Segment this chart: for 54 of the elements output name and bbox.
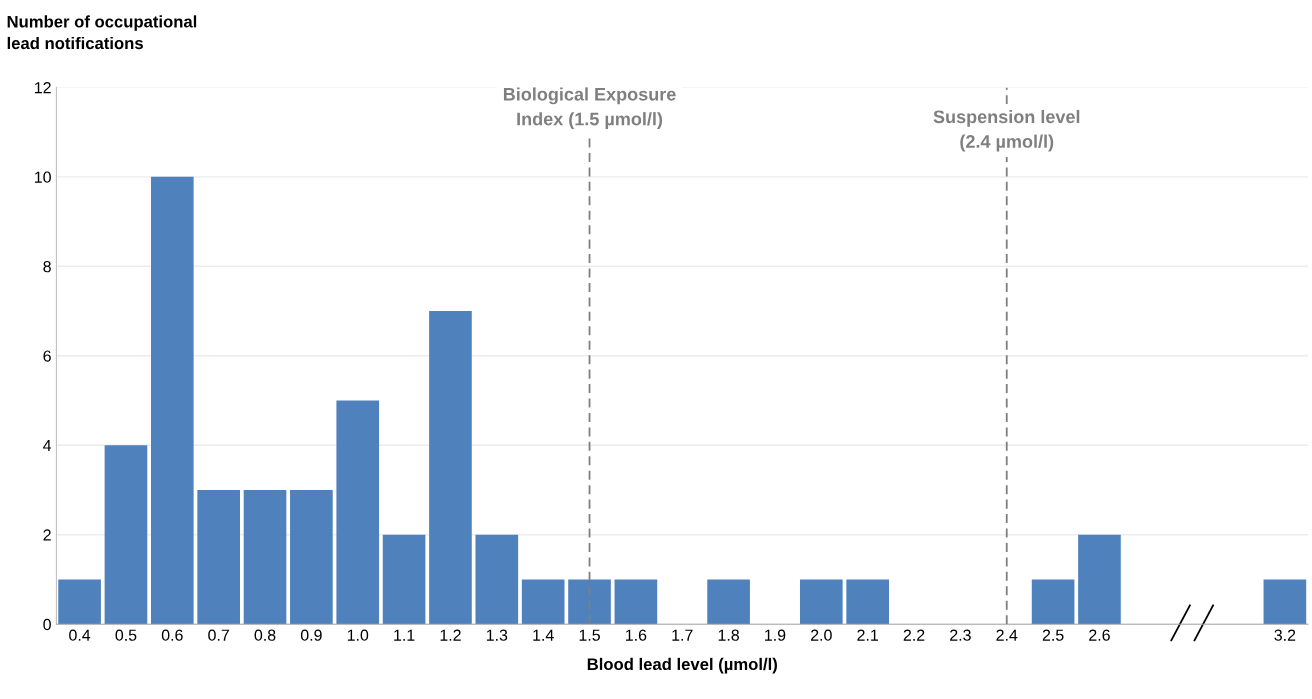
bar bbox=[568, 579, 611, 625]
bar bbox=[799, 579, 843, 625]
bar bbox=[382, 534, 426, 625]
x-tick-label: 0.9 bbox=[300, 629, 322, 641]
x-tick-label: 1.4 bbox=[533, 629, 554, 641]
bar bbox=[846, 579, 889, 625]
x-tick-label: 3.2 bbox=[1274, 629, 1296, 641]
bar bbox=[104, 445, 148, 625]
y-tick-label: 10 bbox=[35, 171, 51, 183]
x-tick-label: 2.6 bbox=[1089, 629, 1110, 641]
x-tick-label: 0.7 bbox=[208, 629, 229, 641]
bar bbox=[707, 579, 750, 625]
bar bbox=[614, 579, 658, 625]
x-tick-label: 2.4 bbox=[996, 629, 1018, 641]
x-tick-label: 1.2 bbox=[440, 629, 461, 641]
y-axis-title: Number of occupational lead notifications bbox=[7, 15, 197, 50]
x-tick-label: 1.3 bbox=[486, 629, 508, 641]
ref-line-label: Biological Exposure Index (1.5 µmol/l) bbox=[503, 87, 676, 129]
ref-line-label: Suspension level (2.4 µmol/l) bbox=[933, 109, 1080, 152]
bar bbox=[197, 490, 240, 625]
bar bbox=[429, 311, 472, 625]
x-tick-label: 1.9 bbox=[765, 629, 786, 641]
y-tick-label: 0 bbox=[43, 618, 51, 631]
bar bbox=[1031, 579, 1075, 625]
x-axis-title: Blood lead level (µmol/l) bbox=[587, 657, 777, 674]
bar bbox=[475, 534, 519, 625]
x-tick-label: 2.1 bbox=[857, 629, 878, 641]
x-tick-label: 1.8 bbox=[718, 629, 740, 641]
bar bbox=[58, 579, 101, 625]
bar bbox=[150, 176, 194, 625]
bar bbox=[290, 490, 333, 625]
x-tick-label: 0.8 bbox=[254, 629, 276, 641]
x-tick-label: 0.5 bbox=[115, 629, 137, 641]
y-tick-label: 6 bbox=[43, 350, 51, 362]
x-tick-label: 1.7 bbox=[672, 629, 693, 641]
x-tick-label: 1.0 bbox=[347, 629, 369, 641]
x-tick-label: 2.2 bbox=[903, 629, 925, 641]
x-tick-label: 1.5 bbox=[579, 629, 600, 641]
x-tick-label: 2.0 bbox=[811, 629, 832, 641]
bar bbox=[521, 579, 565, 625]
x-tick-label: 0.4 bbox=[69, 629, 91, 641]
x-tick-label: 2.5 bbox=[1042, 629, 1064, 641]
x-tick-label: 0.6 bbox=[161, 629, 183, 641]
x-tick-label: 1.6 bbox=[626, 629, 647, 641]
y-tick-label: 4 bbox=[43, 440, 52, 452]
bar bbox=[243, 490, 287, 625]
bar bbox=[336, 400, 380, 625]
y-tick-label: 12 bbox=[35, 82, 51, 94]
x-tick-label: 2.3 bbox=[950, 629, 971, 641]
bar bbox=[1078, 534, 1121, 625]
y-tick-label: 8 bbox=[43, 260, 51, 273]
y-tick-label: 2 bbox=[43, 529, 51, 541]
bar bbox=[1263, 579, 1307, 625]
x-tick-label: 1.1 bbox=[394, 629, 415, 641]
